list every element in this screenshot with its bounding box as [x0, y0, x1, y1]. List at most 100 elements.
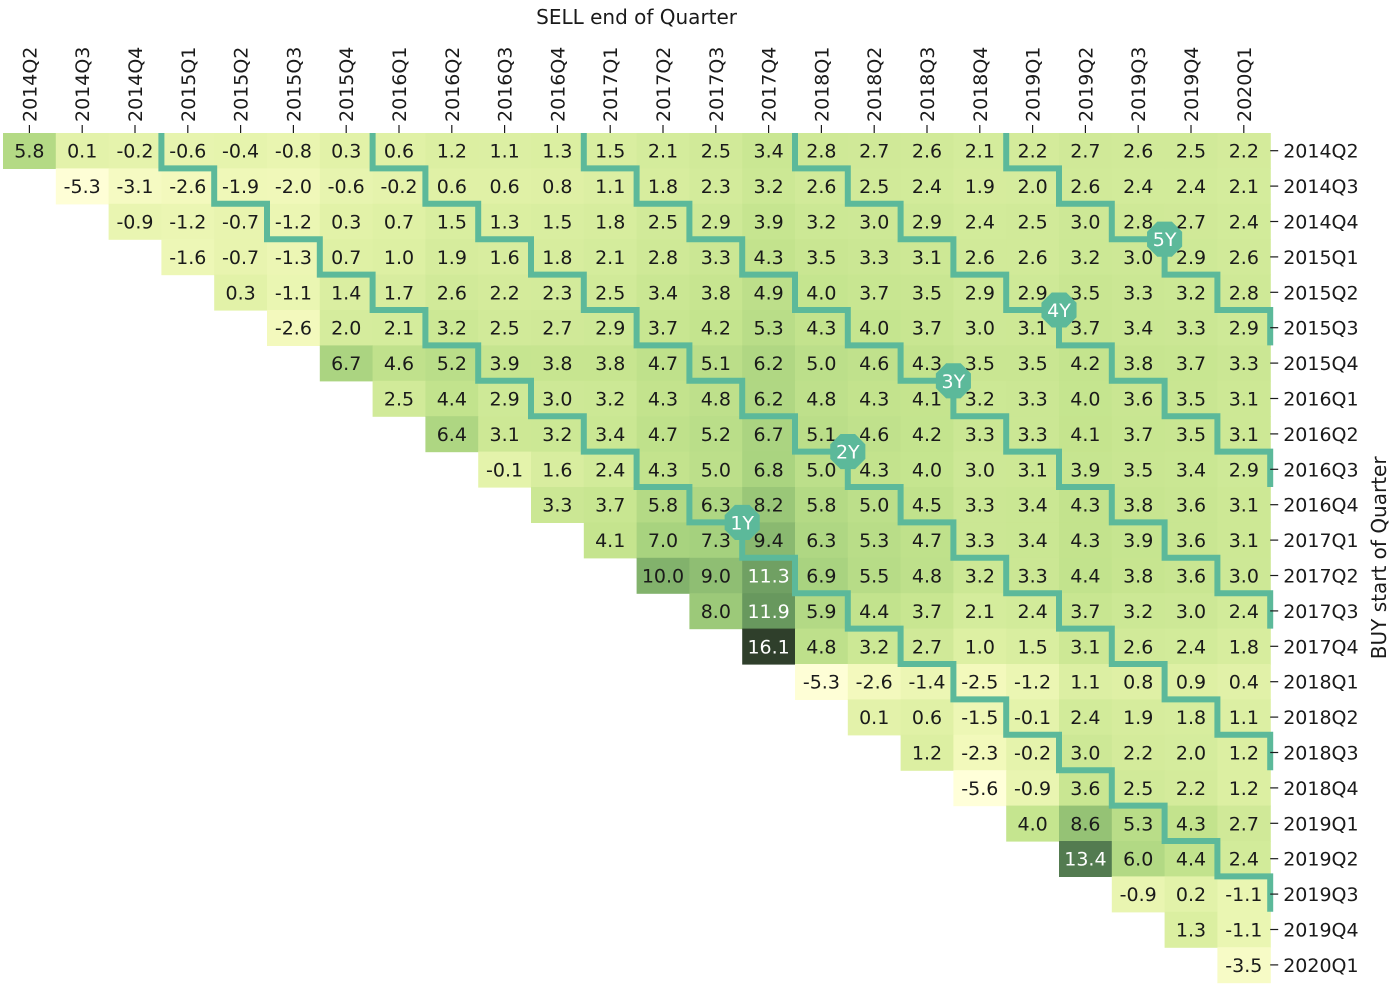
heatmap-cell	[319, 345, 374, 382]
cell-value-label: 3.3	[965, 495, 995, 517]
y-axis-title: BUY start of Quarter	[1367, 456, 1391, 660]
cell-value-label: -0.7	[222, 212, 259, 234]
y-tick-label: 2014Q4	[1283, 212, 1358, 234]
y-tick-label: 2014Q2	[1283, 141, 1358, 163]
cell-value-label: -0.2	[116, 141, 153, 163]
heatmap-cell	[847, 487, 902, 523]
badge-shape	[935, 363, 971, 399]
heatmap-cell	[1059, 203, 1113, 240]
heatmap-cell	[1059, 522, 1113, 559]
x-tick-label: 2015Q2	[231, 47, 253, 122]
cell-value-label: 3.2	[806, 212, 836, 234]
heatmap-cell	[267, 133, 321, 169]
cell-value-label: -2.6	[856, 672, 893, 694]
heatmap-cell	[900, 451, 954, 488]
heatmap-cell	[847, 628, 902, 665]
heatmap-cell	[689, 133, 743, 169]
heatmap-cell	[1217, 911, 1271, 948]
cell-value-label: 3.7	[1123, 424, 1153, 446]
y-tick-label: 2015Q4	[1283, 353, 1358, 375]
heatmap-cell	[1059, 133, 1113, 169]
heatmap-cell	[267, 239, 321, 276]
heatmap-cell	[1217, 805, 1271, 842]
cell-value-label: 3.9	[1123, 530, 1153, 552]
y-tick-label: 2014Q3	[1283, 176, 1358, 198]
cell-value-label: -0.4	[222, 141, 259, 163]
heatmap-cell	[1164, 274, 1218, 311]
cell-value-label: 4.6	[859, 353, 889, 375]
heatmap-cell	[161, 203, 215, 240]
heatmap-cell	[478, 239, 532, 276]
heatmap-cell	[1164, 557, 1218, 594]
cell-value-label: 8.0	[701, 601, 731, 623]
cell-value-label: 2.5	[1123, 778, 1153, 800]
cell-value-label: -0.8	[275, 141, 312, 163]
cell-value-label: 1.2	[1229, 778, 1259, 800]
heatmap-cell	[1059, 593, 1113, 630]
heatmap-cell	[425, 239, 479, 276]
heatmap-cell	[742, 274, 796, 311]
cell-value-label: 0.6	[912, 707, 942, 729]
holding-period-badge: 2Y	[830, 434, 866, 470]
cell-value-label: 2.9	[965, 282, 995, 304]
heatmap-cell	[847, 345, 902, 382]
heatmap-cell	[1217, 168, 1271, 205]
cell-value-label: 2.6	[965, 247, 995, 269]
cell-value-label: 3.1	[1070, 636, 1100, 658]
heatmap-cell	[1006, 133, 1060, 169]
heatmap-cell	[1164, 911, 1218, 948]
cell-value-label: 2.9	[912, 212, 942, 234]
x-tick-label: 2015Q4	[336, 47, 358, 122]
cell-value-label: 4.1	[1070, 424, 1100, 446]
y-tick-label: 2019Q1	[1283, 813, 1358, 835]
heatmap-cell	[742, 380, 796, 417]
cell-value-label: 4.7	[648, 424, 678, 446]
cell-value-label: 1.9	[437, 247, 467, 269]
heatmap-cell	[1059, 557, 1113, 594]
cell-value-label: 2.5	[701, 141, 731, 163]
badge-label: 5Y	[1153, 229, 1177, 251]
heatmap-cell	[953, 522, 1007, 559]
badge-shape	[724, 504, 760, 540]
heatmap-cell	[847, 593, 902, 630]
heatmap-cell	[1111, 699, 1166, 736]
heatmap-cell	[55, 168, 110, 205]
heatmap-cell	[267, 203, 321, 240]
heatmap-cell	[689, 451, 743, 488]
heatmap-cell	[372, 203, 426, 240]
cell-value-label: 5.1	[806, 424, 836, 446]
heatmap-cell	[689, 168, 743, 205]
cell-value-label: 2.2	[1017, 141, 1047, 163]
cell-value-label: 8.6	[1070, 813, 1100, 835]
cell-value-label: 2.5	[489, 318, 519, 340]
cell-value-label: 2.7	[912, 636, 942, 658]
cell-value-label: 3.1	[489, 424, 519, 446]
cell-value-label: 2.7	[1229, 813, 1259, 835]
heatmap-cell	[953, 451, 1007, 488]
cell-value-label: 3.7	[859, 282, 889, 304]
cell-value-label: 2.4	[1229, 212, 1259, 234]
cell-value-label: 1.2	[437, 141, 467, 163]
cell-value-label: 4.3	[1176, 813, 1206, 835]
heatmap-cell	[108, 133, 162, 169]
cell-value-label: 3.8	[1123, 495, 1153, 517]
heatmap-cell	[1006, 522, 1060, 559]
badge-shape	[1041, 292, 1077, 328]
cell-value-label: 2.9	[595, 318, 625, 340]
heatmap-cell-labels: 5.8 0.1 -0.2 -0.6 -0.4 -0.8 0.3 0.6 1.2 1.1 1.3 1.5…	[14, 141, 1262, 977]
cell-value-label: 2.4	[1176, 176, 1206, 198]
heatmap-cell	[900, 487, 954, 523]
heatmap-cell	[900, 557, 954, 594]
cell-value-label: -1.4	[908, 672, 945, 694]
cell-value-label: 3.7	[595, 495, 625, 517]
cell-value-label: 11.9	[747, 601, 789, 623]
cell-value-label: 3.4	[1017, 495, 1047, 517]
cell-value-label: 3.2	[859, 636, 889, 658]
heatmap-cell	[1164, 770, 1218, 807]
heatmap-cell	[636, 310, 690, 346]
x-tick-label: 2019Q4	[1181, 47, 1203, 122]
cell-value-label: 5.3	[753, 318, 783, 340]
heatmap-cell	[372, 274, 426, 311]
holding-period-badge: 5Y	[1147, 221, 1183, 257]
heatmap-cell	[478, 451, 532, 488]
